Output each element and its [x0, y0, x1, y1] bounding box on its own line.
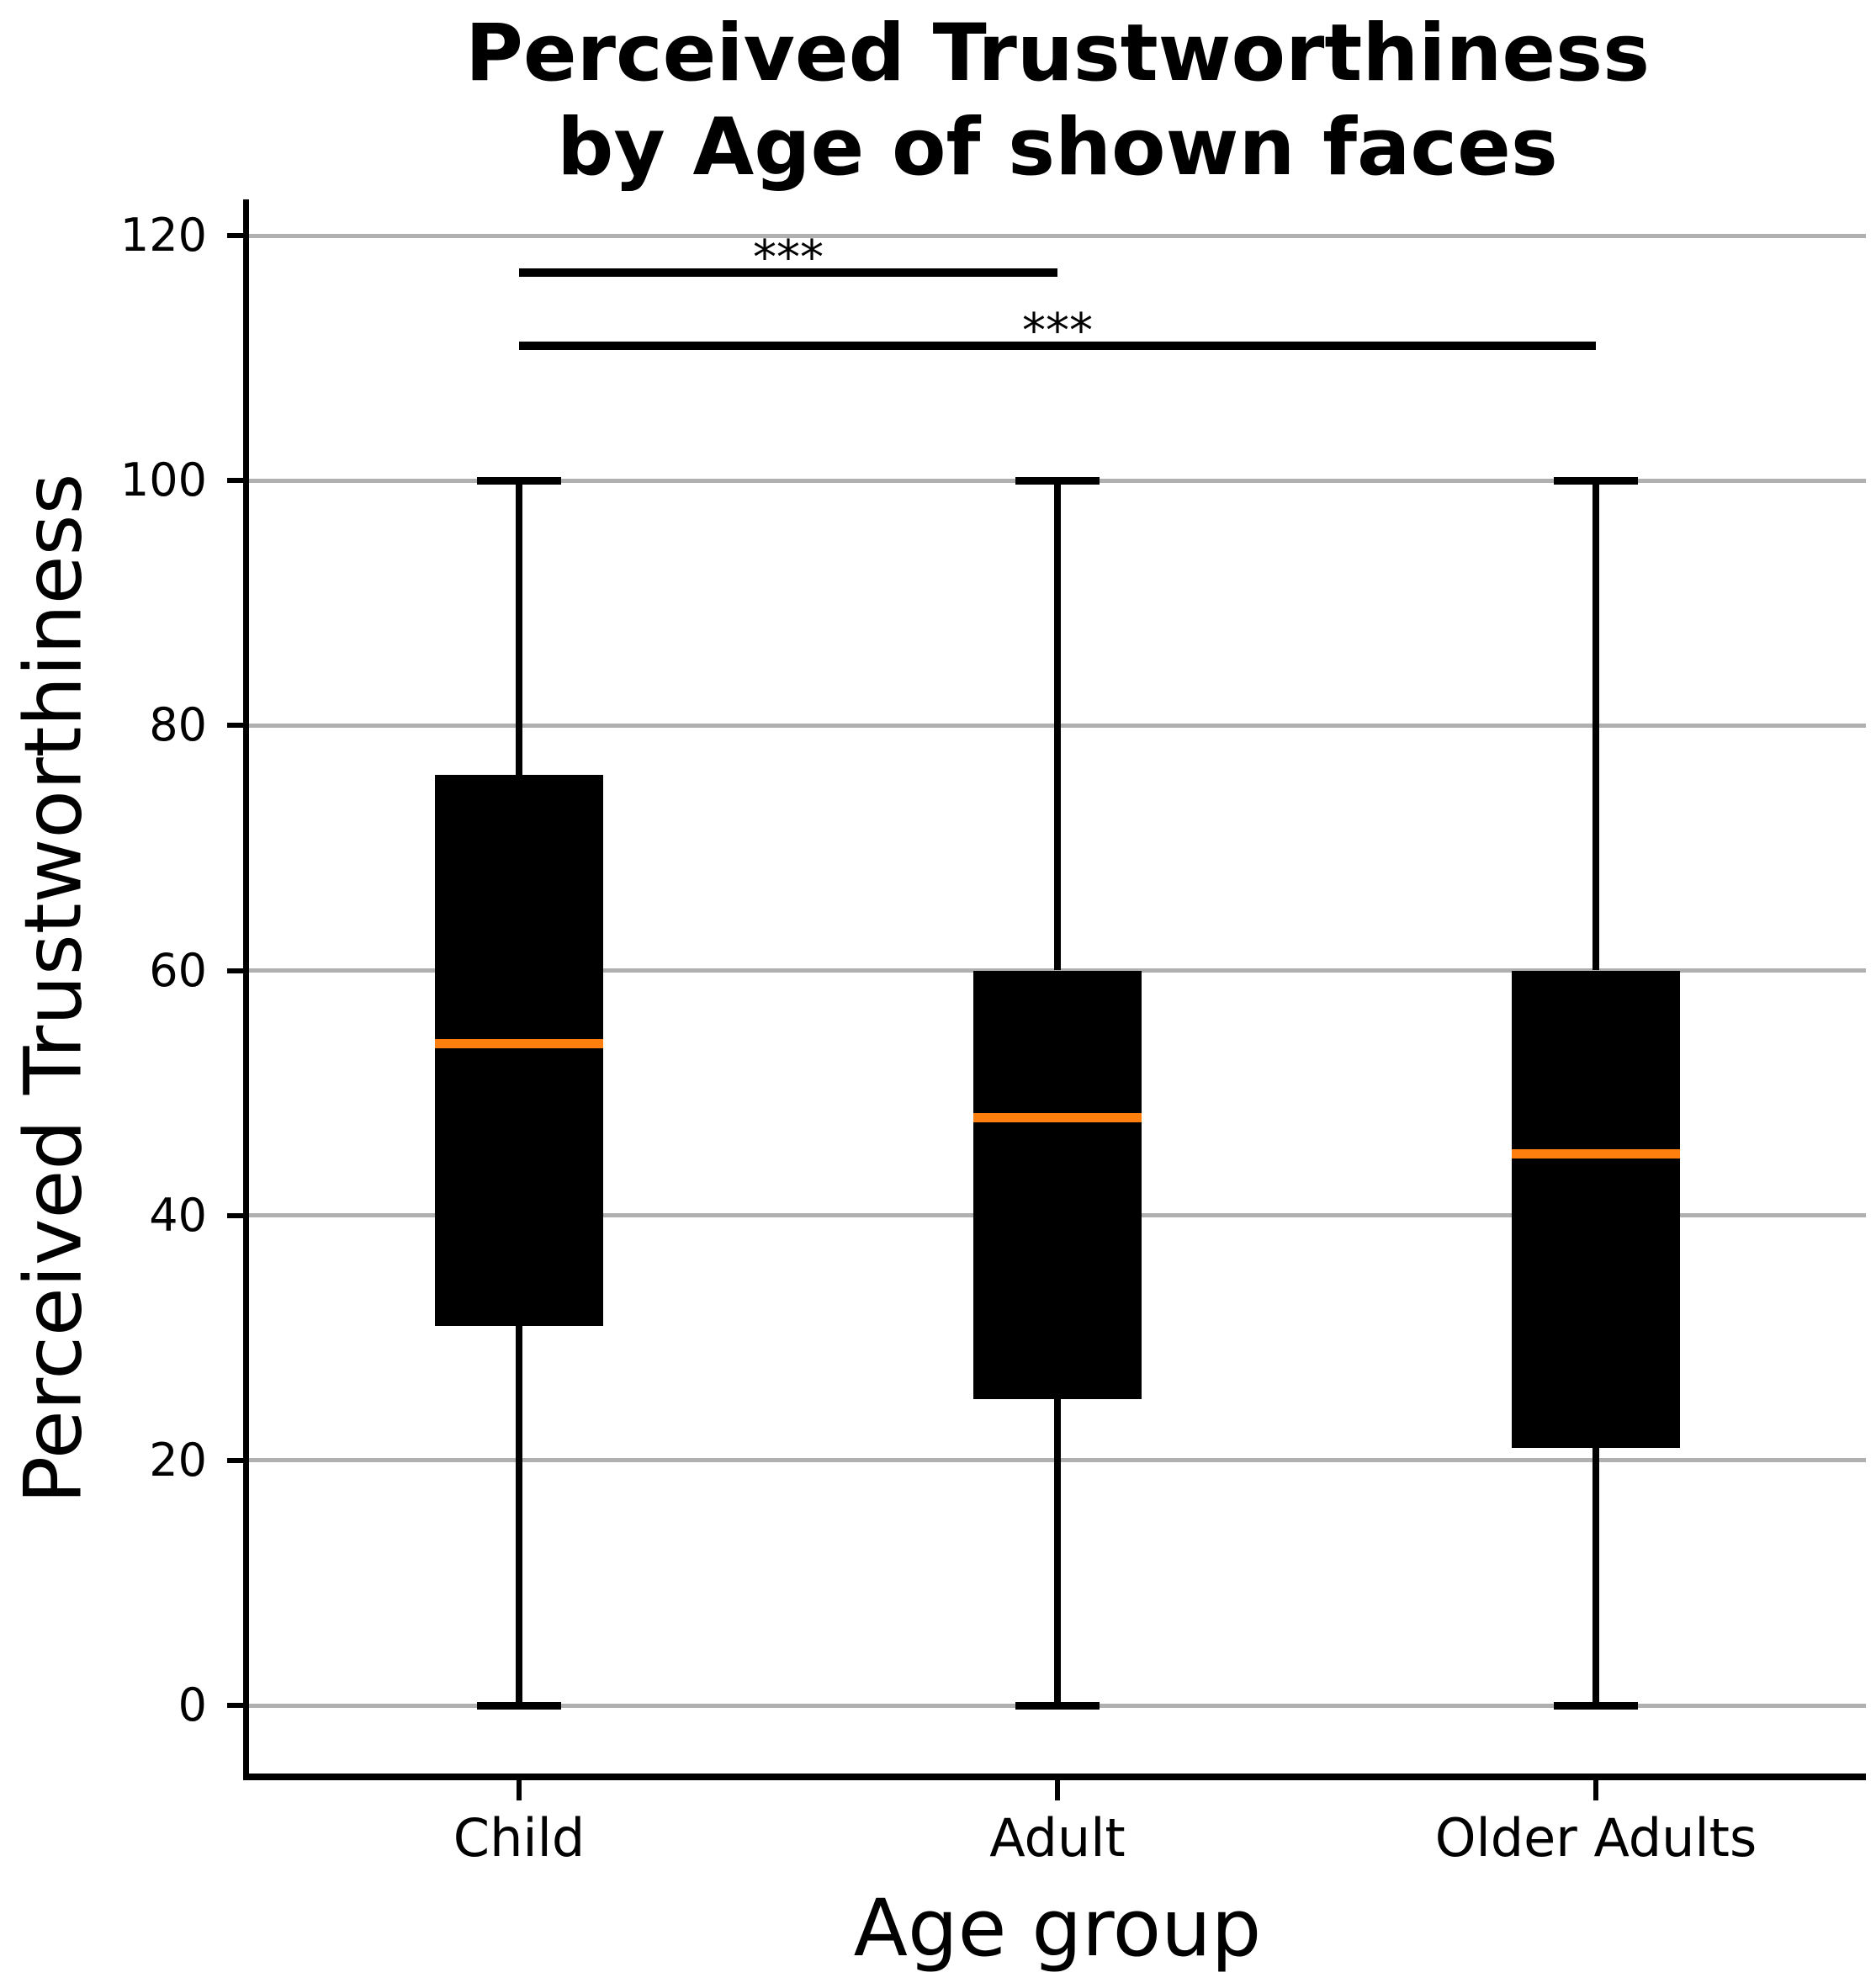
x-tick-label: Older Adults [1434, 1807, 1757, 1869]
box-rect [435, 774, 603, 1326]
y-tick-label: 0 [178, 1678, 207, 1731]
y-tick-label: 100 [119, 453, 207, 507]
x-tick-label: Child [453, 1807, 586, 1869]
y-tick [227, 1457, 249, 1463]
significance-bracket [519, 342, 1596, 351]
median-line [973, 1112, 1142, 1122]
significance-label: *** [1022, 304, 1093, 359]
y-tick [227, 478, 249, 484]
box-rect [973, 970, 1142, 1400]
x-tick-label: Adult [989, 1807, 1126, 1869]
chart-title-line2: by Age of shown faces [557, 102, 1558, 194]
significance-label: *** [753, 230, 824, 285]
median-line [1512, 1149, 1680, 1159]
y-tick [227, 1212, 249, 1218]
box-rect [1512, 970, 1680, 1449]
axis-spine-bottom [243, 1774, 1866, 1780]
whisker-cap-upper [1015, 476, 1100, 485]
y-tick [227, 1703, 249, 1708]
box-whisker-lower [1592, 1448, 1599, 1705]
whisker-cap-upper [1554, 476, 1638, 485]
box-whisker-lower [1054, 1399, 1061, 1705]
whisker-cap-upper [477, 476, 561, 485]
axis-spine-left [243, 199, 249, 1780]
whisker-cap-lower [1554, 1701, 1638, 1710]
y-tick-label: 120 [119, 209, 207, 262]
x-tick [517, 1780, 522, 1800]
y-tick-label: 80 [149, 698, 207, 752]
gridline [249, 233, 1866, 238]
y-tick-label: 60 [149, 943, 207, 997]
y-tick [227, 968, 249, 973]
y-tick [227, 723, 249, 729]
box-whisker-upper [1054, 480, 1061, 971]
median-line [435, 1039, 603, 1049]
whisker-cap-lower [477, 1701, 561, 1710]
y-tick-label: 40 [149, 1188, 207, 1242]
chart-title: Perceived Trustworthiness by Age of show… [300, 7, 1815, 195]
box-whisker-lower [516, 1325, 522, 1705]
chart-title-line1: Perceived Trustworthiness [464, 8, 1651, 99]
x-axis-label: Age group [853, 1883, 1262, 1975]
box-whisker-upper [1592, 480, 1599, 971]
y-tick [227, 233, 249, 238]
x-tick [1593, 1780, 1598, 1800]
box-whisker-upper [516, 480, 522, 775]
y-tick-label: 20 [149, 1433, 207, 1487]
x-tick [1055, 1780, 1060, 1800]
significance-bracket [519, 268, 1057, 277]
whisker-cap-lower [1015, 1701, 1100, 1710]
